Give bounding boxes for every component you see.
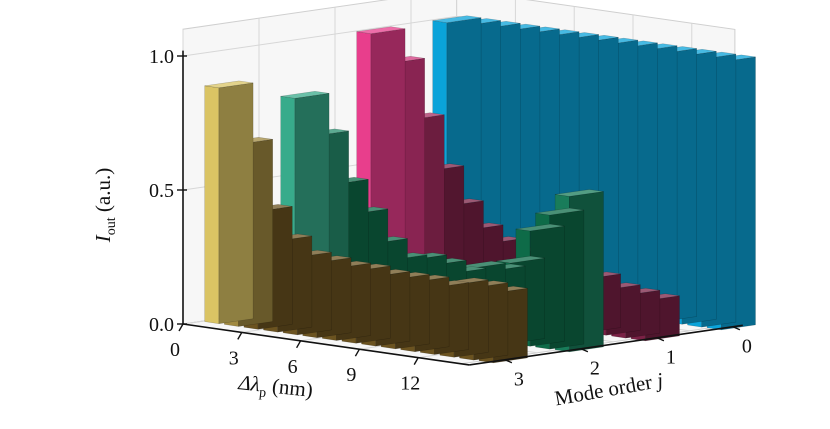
bar-top-face	[432, 15, 482, 23]
x-tick-label: 12	[400, 373, 420, 395]
y-axis-title: Mode order j	[553, 368, 665, 411]
bar-series-mode-3	[204, 80, 528, 364]
y-axis-line	[469, 324, 743, 366]
y-tick-mark	[580, 348, 589, 353]
z-tick-label: 1.0	[149, 46, 174, 68]
y-tick-label: 1	[666, 347, 676, 369]
x-tick-label: 0	[170, 339, 180, 361]
y-tick-mark	[656, 337, 665, 342]
bar-top-face	[555, 189, 604, 197]
bar-top-face	[356, 26, 406, 34]
bar-top-face	[280, 91, 330, 99]
x-axis-title: Δλp (nm)	[236, 370, 314, 406]
x-tick-label: 3	[229, 347, 239, 369]
x-tick-mark	[354, 348, 361, 357]
x-tick-mark	[295, 340, 302, 349]
x-tick-mark	[413, 357, 419, 365]
x-axis-line	[182, 323, 470, 366]
z-axis-title: Iout (a.u.)	[91, 168, 119, 243]
bar-top-face	[515, 223, 565, 232]
bar-front-face	[204, 85, 220, 324]
x-tick-mark	[237, 332, 243, 340]
bar-top-face	[204, 80, 254, 89]
x-axis-title-text: Δλp (nm)	[236, 370, 314, 406]
bar-top-face	[535, 207, 584, 216]
z-axis-title-text: Iout (a.u.)	[91, 168, 119, 243]
y-tick-label: 0	[742, 336, 752, 358]
z-tick-label: 0.5	[149, 180, 174, 202]
y-tick-mark	[732, 326, 741, 331]
z-tick-label: 0.0	[149, 314, 174, 336]
x-tick-mark	[178, 323, 184, 332]
bar-side-face	[218, 82, 254, 324]
x-tick-label: 9	[346, 364, 356, 386]
y-axis-title-text: Mode order j	[553, 368, 665, 411]
y-tick-label: 2	[590, 358, 600, 380]
y-tick-mark	[504, 359, 513, 364]
bar-top-face	[496, 255, 545, 264]
y-tick-label: 3	[514, 369, 524, 391]
bar	[204, 80, 254, 324]
x-tick-label: 6	[288, 356, 298, 378]
